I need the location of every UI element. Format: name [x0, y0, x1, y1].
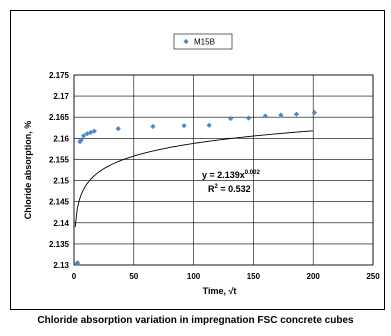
data-point — [78, 137, 84, 143]
y-tick-label: 2.145 — [49, 198, 70, 207]
r2-value: = 0.532 — [218, 184, 251, 194]
data-point — [115, 126, 121, 132]
legend-label-m15b: M15B — [194, 38, 215, 47]
legend: M15B — [173, 33, 233, 50]
trendline — [74, 130, 314, 228]
data-point — [150, 123, 156, 130]
trendline-equation: y = 2.139x0.002 — [202, 170, 260, 180]
y-tick-label: 2.13 — [53, 261, 69, 270]
data-point — [206, 122, 212, 128]
data-point — [311, 109, 317, 116]
plot-area — [73, 74, 374, 266]
data-point — [91, 128, 97, 134]
x-tick-label: 200 — [307, 272, 321, 281]
y-tick-label: 2.15 — [53, 177, 69, 186]
y-tick-label: 2.165 — [49, 113, 70, 122]
x-tick-labels: 0 50 100 150 200 250 — [72, 272, 380, 281]
chart-frame: 2.13 2.135 2.14 2.145 2.15 2.155 2.16 2.165 2.17… — [10, 10, 385, 310]
x-tick-label: 150 — [247, 272, 261, 281]
x-axis-label: Time, √t — [203, 286, 237, 296]
y-tick-label: 2.155 — [49, 155, 70, 164]
data-point — [262, 113, 268, 119]
legend-box — [173, 33, 233, 50]
legend-marker-m15b — [183, 38, 189, 45]
chart-svg: 2.13 2.135 2.14 2.145 2.15 2.155 2.16 2.165 2.17… — [23, 33, 380, 296]
y-tick-labels: 2.13 2.135 2.14 2.145 2.15 2.155 2.16 2.165 2.17… — [49, 71, 70, 270]
y-axis-label: Chloride absorption, % — [23, 121, 33, 220]
data-point — [228, 115, 234, 122]
x-tick-label: 250 — [366, 272, 380, 281]
data-point — [181, 123, 187, 129]
points-group — [73, 109, 317, 267]
equation-base: y = 2.139x — [202, 170, 245, 180]
y-tick-label: 2.16 — [53, 134, 69, 143]
data-point — [246, 115, 252, 121]
x-tick-label: 0 — [72, 272, 77, 281]
r-squared-label: R2 = 0.532 — [208, 184, 251, 194]
r2-exponent: 2 — [215, 184, 219, 190]
r2-base: R — [208, 184, 215, 194]
trendline-group — [74, 130, 314, 228]
y-tick-label: 2.17 — [53, 92, 69, 101]
y-tick-label: 2.175 — [49, 71, 70, 80]
y-tick-label: 2.14 — [53, 219, 69, 228]
equation-exponent: 0.002 — [245, 170, 261, 176]
x-tick-label: 50 — [129, 272, 138, 281]
data-point — [80, 133, 87, 139]
y-tick-label: 2.135 — [49, 240, 70, 249]
x-tick-label: 100 — [187, 272, 201, 281]
chart-caption: Chloride absorption variation in impregn… — [37, 315, 354, 326]
data-point — [293, 111, 300, 117]
data-point — [278, 112, 284, 118]
